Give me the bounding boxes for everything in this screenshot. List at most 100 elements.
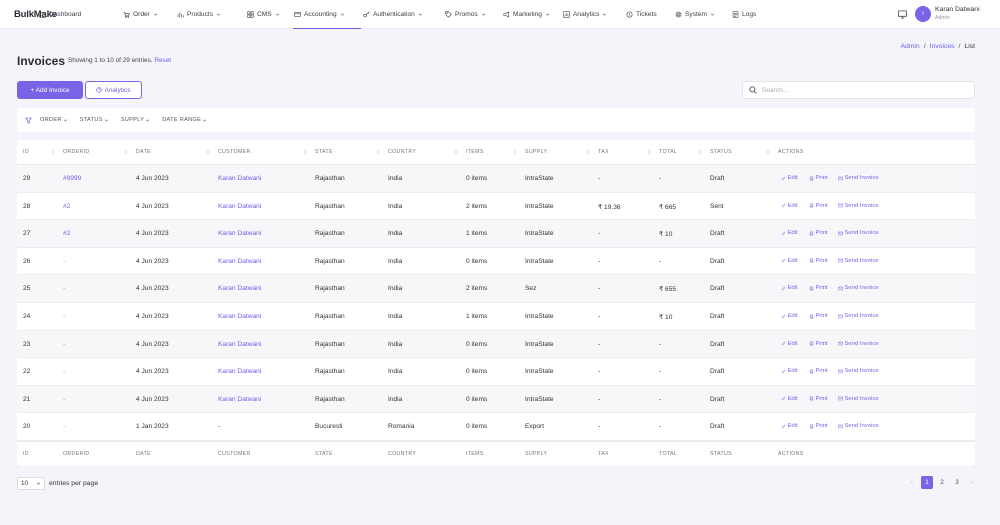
nav-item-authentication[interactable]: Authentication xyxy=(363,0,423,29)
column-header-country[interactable]: COUNTRY xyxy=(388,149,417,155)
reset-link[interactable]: Reset xyxy=(154,57,172,64)
column-header-status[interactable]: STATUS xyxy=(710,149,732,155)
sort-icon[interactable] xyxy=(303,149,307,155)
print-action[interactable]: Print xyxy=(809,258,828,264)
nav-item-system[interactable]: System xyxy=(675,0,715,29)
column-header-total[interactable]: TOTAL xyxy=(659,149,678,155)
cell-orderid[interactable]: #2 xyxy=(63,202,71,210)
filter-icon[interactable] xyxy=(25,117,32,124)
cell-customer[interactable]: Karan Datwani xyxy=(218,313,262,320)
edit-action[interactable]: Edit xyxy=(781,341,798,347)
nav-item-tickets[interactable]: Tickets xyxy=(626,0,657,29)
page-2-button[interactable]: 2 xyxy=(940,479,944,486)
send-invoice-action[interactable]: Send Invoice xyxy=(838,203,879,209)
cell-customer[interactable]: Karan Datwani xyxy=(218,340,262,348)
cell-total: ₹ 655 xyxy=(659,286,677,294)
nav-item-promos[interactable]: Promos xyxy=(445,0,486,29)
sort-icon[interactable] xyxy=(766,149,770,155)
sort-icon[interactable] xyxy=(513,149,517,155)
edit-action[interactable]: Edit xyxy=(781,313,798,319)
filter-supply[interactable]: SUPPLY xyxy=(121,117,150,123)
cell-orderid[interactable]: #9999 xyxy=(63,175,82,182)
per-page-select[interactable]: 10 xyxy=(17,477,45,490)
print-action[interactable]: Print xyxy=(809,423,828,429)
nav-item-accounting[interactable]: Accounting xyxy=(293,0,361,29)
send-invoice-action[interactable]: Send Invoice xyxy=(838,341,879,347)
print-action[interactable]: Print xyxy=(809,203,828,209)
print-action[interactable]: Print xyxy=(809,313,828,319)
analytics-button[interactable]: Analytics xyxy=(85,81,142,99)
column-header-tax[interactable]: TAX xyxy=(598,149,609,155)
page-1-button[interactable]: 1 xyxy=(921,476,933,489)
nav-item-analytics[interactable]: Analytics xyxy=(563,0,607,29)
sort-icon[interactable] xyxy=(51,149,55,155)
cell-orderid[interactable]: #2 xyxy=(63,230,71,238)
print-action[interactable]: Print xyxy=(809,368,828,374)
edit-action[interactable]: Edit xyxy=(781,368,798,374)
sort-icon[interactable] xyxy=(454,149,458,155)
send-invoice-action[interactable]: Send Invoice xyxy=(838,423,879,429)
breadcrumb-invoices[interactable]: Invoices xyxy=(929,43,955,50)
nav-item-products[interactable]: Products xyxy=(177,0,221,29)
column-header-orderid[interactable]: ORDERID xyxy=(63,149,90,155)
filter-date-range[interactable]: DATE RANGE xyxy=(162,117,207,123)
next-page-button[interactable]: › xyxy=(970,479,974,486)
cell-customer[interactable]: Karan Datwani xyxy=(218,395,262,403)
prev-page-button[interactable]: ‹ xyxy=(910,479,914,486)
add-invoice-button[interactable]: + Add Invoice xyxy=(17,81,83,99)
print-action[interactable]: Print xyxy=(809,230,828,236)
cell-supply: IntraState xyxy=(525,395,554,403)
print-action[interactable]: Print xyxy=(809,175,828,181)
sort-icon[interactable] xyxy=(647,149,651,155)
edit-action[interactable]: Edit xyxy=(781,203,798,209)
sort-icon[interactable] xyxy=(376,149,380,155)
cell-customer[interactable]: Karan Datwani xyxy=(218,202,262,210)
search-input[interactable] xyxy=(762,86,962,94)
cell-customer[interactable]: Karan Datwani xyxy=(218,230,262,238)
edit-action[interactable]: Edit xyxy=(781,258,798,264)
edit-action[interactable]: Edit xyxy=(781,423,798,429)
print-action[interactable]: Print xyxy=(809,341,828,347)
chevron-down-icon xyxy=(153,13,158,16)
column-header-supply[interactable]: SUPPLY xyxy=(525,149,548,155)
send-invoice-action[interactable]: Send Invoice xyxy=(838,175,879,181)
column-header-state[interactable]: STATE xyxy=(315,149,333,155)
filter-order[interactable]: ORDER xyxy=(40,117,68,123)
cell-customer[interactable]: Karan Datwani xyxy=(218,257,262,265)
sort-icon[interactable] xyxy=(206,149,210,155)
sort-icon[interactable] xyxy=(586,149,590,155)
monitor-icon[interactable] xyxy=(898,10,907,19)
edit-action[interactable]: Edit xyxy=(781,230,798,236)
user-name[interactable]: Karan Datwani xyxy=(935,6,980,13)
sort-icon[interactable] xyxy=(124,149,128,155)
brand-logo[interactable]: BulkMake xyxy=(14,9,57,20)
sort-icon[interactable] xyxy=(698,149,702,155)
edit-action[interactable]: Edit xyxy=(781,396,798,402)
print-action[interactable]: Print xyxy=(809,285,828,291)
nav-item-marketing[interactable]: Marketing xyxy=(503,0,550,29)
nav-item-logs[interactable]: Logs xyxy=(732,0,756,29)
cell-customer[interactable]: Karan Datwani xyxy=(218,368,262,376)
filter-status[interactable]: STATUS xyxy=(80,117,109,123)
nav-item-dashboard[interactable]: Dashboard xyxy=(39,0,81,29)
page-3-button[interactable]: 3 xyxy=(955,479,959,486)
edit-action[interactable]: Edit xyxy=(781,175,798,181)
send-invoice-action[interactable]: Send Invoice xyxy=(838,285,879,291)
print-action[interactable]: Print xyxy=(809,396,828,402)
column-header-id[interactable]: ID xyxy=(23,149,29,155)
send-invoice-action[interactable]: Send Invoice xyxy=(838,396,879,402)
column-header-items[interactable]: ITEMS xyxy=(466,149,484,155)
column-header-customer[interactable]: CUSTOMER xyxy=(218,149,251,155)
send-invoice-action[interactable]: Send Invoice xyxy=(838,313,879,319)
edit-action[interactable]: Edit xyxy=(781,285,798,291)
send-invoice-action[interactable]: Send Invoice xyxy=(838,230,879,236)
cell-customer[interactable]: Karan Datwani xyxy=(218,175,262,182)
cell-customer[interactable]: Karan Datwani xyxy=(218,285,262,293)
breadcrumb-admin[interactable]: Admin xyxy=(900,43,920,50)
column-header-date[interactable]: DATE xyxy=(136,149,151,155)
nav-item-cms[interactable]: CMS xyxy=(247,0,280,29)
send-invoice-action[interactable]: Send Invoice xyxy=(838,258,879,264)
avatar[interactable]: I xyxy=(915,6,931,22)
nav-item-order[interactable]: Order xyxy=(123,0,158,29)
send-invoice-action[interactable]: Send Invoice xyxy=(838,368,879,374)
